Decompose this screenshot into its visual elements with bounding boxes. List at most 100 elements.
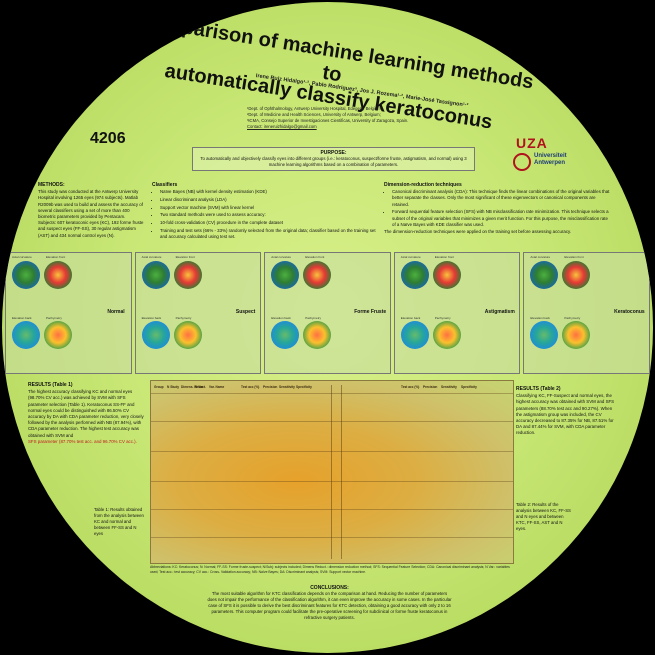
affiliations: ¹Dept. of Ophthalmology, Antwerp Univers… [247, 106, 447, 130]
map-title: Elevation front [434, 255, 454, 259]
elevation-back-map [12, 321, 40, 349]
table-row [151, 421, 513, 422]
map-title: Axial curvature [12, 255, 32, 259]
map-title: Elevation back [141, 316, 162, 320]
uza-logo: UZA [516, 135, 548, 151]
panel-label: Suspect [235, 309, 256, 315]
list-item: Support vector machine (SVM) with linear… [160, 205, 377, 211]
map-title: Elevation front [564, 255, 584, 259]
pachymetry-map [432, 321, 461, 349]
table-row [151, 481, 513, 482]
map-title: Elevation back [271, 316, 291, 320]
results-2-section: RESULTS (Table 2) Classifying KC, FF-Sus… [516, 386, 616, 437]
table-header: N Study [167, 385, 180, 389]
poster-number: 4206 [90, 130, 126, 147]
table-header: Sensitivity [279, 385, 295, 389]
pachymetry-map [303, 321, 332, 349]
elevation-back-map [141, 321, 170, 349]
table-header: Specificity [461, 385, 477, 389]
axial-map [530, 261, 559, 289]
contact: Contact: ireneruizhidalgo@gmail.com [247, 124, 317, 129]
table-row [151, 393, 513, 394]
list-item: Training and test sets (66% - 33%) rando… [160, 228, 377, 240]
table-header: Precision [423, 385, 438, 389]
map-title: Axial curvature [271, 255, 292, 259]
map-title: Elevation back [400, 316, 421, 320]
map-title: Axial curvature [141, 255, 162, 259]
panel-suspect: Axial curvature Elevation front Elevatio… [134, 252, 262, 374]
elevation-front-map [173, 261, 202, 289]
panel-label: Forme Fruste [354, 309, 387, 315]
elevation-front-map [44, 261, 72, 289]
purpose-heading: PURPOSE: [320, 150, 347, 156]
classifiers-list: Naïve Bayes (NB) with kernel density est… [152, 189, 377, 240]
elevation-back-map [530, 321, 559, 349]
dimension-section: Dimension-reduction techniques Canonical… [384, 182, 612, 236]
affiliation-2: ²Dept. of Medicine and Health Sciences, … [247, 112, 381, 117]
list-item: Canonical discriminant analysis (CDA): T… [392, 189, 612, 208]
panel-label: Astigmatism [484, 309, 515, 315]
table-1-caption: Table 1: Results obtained from the analy… [94, 507, 144, 536]
map-title: Axial curvature [400, 255, 421, 259]
table-header: Specificity [296, 385, 312, 389]
abbreviations: Abbreviations: KC: Keratoconus; N: Norma… [150, 565, 510, 574]
affiliation-3: ³ICMA, Consejo Superior de Investigacion… [247, 118, 409, 123]
map-title: Pachymetry [175, 316, 192, 320]
dimension-list: Canonical discriminant analysis (CDA): T… [384, 189, 612, 228]
table-2-caption: Table 2: Results of the analysis between… [516, 502, 571, 531]
results-1-text: The highest accuracy classifying KC and … [28, 389, 144, 438]
panel-label: Keratoconus [614, 309, 645, 315]
axial-map [271, 261, 300, 289]
table-row [151, 451, 513, 452]
elevation-front-map [562, 261, 591, 289]
axial-map [12, 261, 40, 289]
table-row [151, 537, 513, 538]
table-row [151, 509, 513, 510]
elevation-front-map [432, 261, 461, 289]
pachymetry-map [44, 321, 72, 349]
table-header: Sensitivity [441, 385, 457, 389]
table-divider [331, 385, 332, 559]
list-item: Forward sequential feature selection (SF… [392, 209, 612, 228]
map-title: Elevation front [46, 255, 66, 259]
university-name-line-2: Antwerpen [534, 160, 566, 166]
axial-map [400, 261, 429, 289]
results-1-section: RESULTS (Table 1) The highest accuracy c… [28, 382, 146, 445]
purpose-text: To automatically and objectively classif… [200, 156, 467, 167]
university-name: Universiteit Antwerpen [534, 153, 567, 167]
table-header: Test acc (%) [401, 385, 420, 389]
map-title: Elevation back [12, 316, 32, 320]
pachymetry-map [562, 321, 591, 349]
methods-section: METHODS: This study was conducted at the… [38, 182, 146, 239]
map-title: Elevation back [530, 316, 550, 320]
elevation-front-map [303, 261, 332, 289]
panel-forme-fruste: Axial curvature Elevation front Elevatio… [264, 252, 391, 374]
panel-astigmatism: Axial curvature Elevation front Elevatio… [393, 252, 521, 374]
table-header: Dimens. Reduct. [181, 385, 206, 389]
methods-subjects: Subjects: 607 keratoconic eyes (KC), 192… [38, 220, 144, 238]
university-logo: UZA Universiteit Antwerpen [510, 135, 570, 173]
table-header: Test acc (%) [241, 385, 260, 389]
list-item: 10-fold cross-validation (CV) procedure … [160, 220, 377, 226]
panel-label: Normal [107, 309, 125, 315]
table-header: Group [154, 385, 164, 389]
elevation-back-map [400, 321, 429, 349]
results-1-highlight: SFS parameter (87.70% test acc. and 96.7… [28, 438, 137, 444]
university-name-line-1: Universiteit [534, 153, 567, 159]
axial-map [141, 261, 170, 289]
results-2-heading: RESULTS (Table 2) [516, 386, 561, 392]
dimension-heading: Dimension-reduction techniques [384, 182, 462, 188]
methods-text: This study was conducted at the Antwerp … [38, 189, 143, 220]
classifiers-section: Classifiers Naïve Bayes (NB) with kernel… [152, 182, 377, 242]
map-title: Pachymetry [564, 316, 581, 320]
map-title: Elevation front [175, 255, 195, 259]
map-title: Pachymetry [46, 316, 62, 320]
conclusions-text: The most suitable algorithm for KTC clas… [207, 591, 452, 620]
results-1-heading: RESULTS (Table 1) [28, 382, 73, 388]
conclusions-section: CONCLUSIONS: The most suitable algorithm… [207, 585, 452, 621]
purpose-box: PURPOSE: To automatically and objectivel… [192, 147, 475, 171]
map-title: Elevation front [305, 255, 325, 259]
table-divider [341, 385, 342, 559]
elevation-back-map [271, 321, 300, 349]
methods-heading: METHODS: [38, 182, 65, 188]
